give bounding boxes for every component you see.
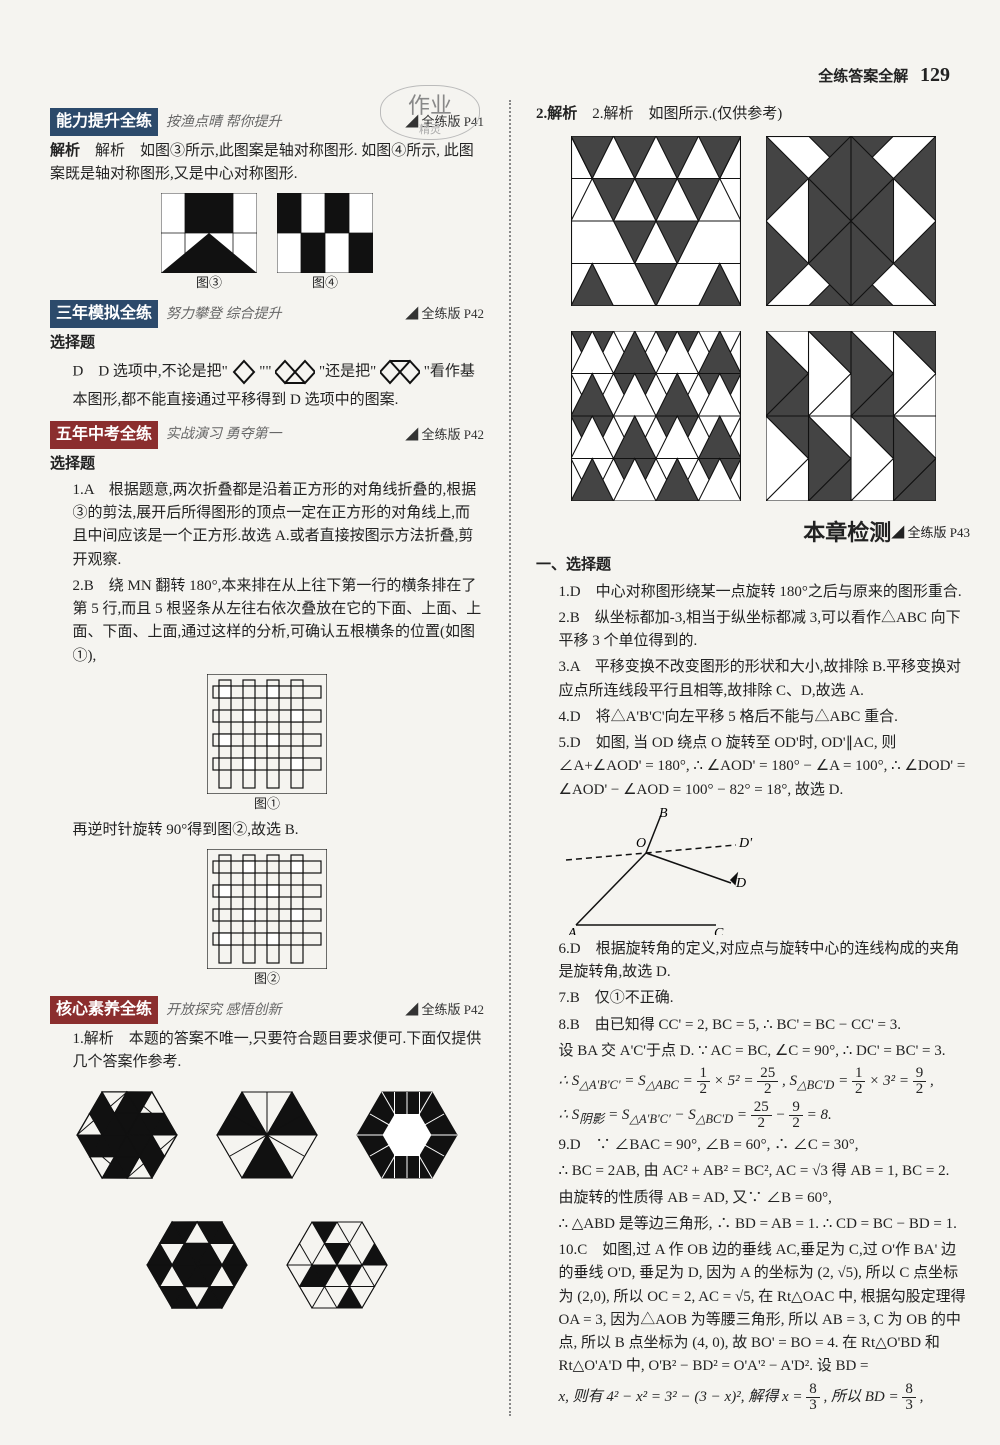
rq8-math1: ∴ S△A'B'C' = S△ABC = 12 × 5² = 252 , S△B… <box>536 1066 970 1097</box>
square-pattern-grid <box>536 136 970 501</box>
fig2-label: 图② <box>207 969 327 989</box>
dq-pre: D D 选项中,不论是把" <box>73 364 228 380</box>
header-label: 全练答案全解 <box>818 69 908 85</box>
rhombus-icon <box>232 358 256 386</box>
section-sub: 实战演习 勇夺第一 <box>166 424 405 445</box>
chapter-ref: ◢ 全练版 P43 <box>891 523 970 543</box>
column-divider <box>509 100 511 1416</box>
pattern-3 <box>571 331 741 501</box>
double-rhombus-icon <box>275 358 315 386</box>
section-sub: 努力攀登 综合提升 <box>166 304 405 325</box>
rq5: 5.D 如图, 当 OD 绕点 O 旋转至 OD'时, OD'∥AC, 则∠A+… <box>536 732 970 802</box>
figure-4: 图④ <box>277 193 373 293</box>
figure-1-row: 图① <box>50 674 484 814</box>
pattern-1 <box>571 136 741 306</box>
hex-1 <box>72 1085 182 1185</box>
label-D: D <box>735 876 746 891</box>
rq10: 10.C 如图,过 A 作 OB 边的垂线 AC,垂足为 C,过 O'作 BA'… <box>536 1239 970 1379</box>
watermark-sub: 精灵 <box>381 122 479 139</box>
chapter-title: 本章检测 ◢ 全练版 P43 <box>536 516 970 549</box>
figure-3: 图③ <box>161 193 257 293</box>
section-sub: 按渔点晴 帮你提升 <box>166 112 405 133</box>
analysis-1-text: 解析 如图③所示,此图案是轴对称图形. 如图④所示, 此图案既是轴对称图形,又是… <box>50 143 474 182</box>
q1a: 1.A 根据题意,两次折叠都是沿着正方形的对角线折叠的,根据③的剪法,展开后所得… <box>50 479 484 572</box>
analysis-1: 解析 解析 如图③所示,此图案是轴对称图形. 如图④所示, 此图案既是轴对称图形… <box>50 140 484 187</box>
option-d-line2: 本图形,都不能直接通过平移得到 D 选项中的图案. <box>50 389 484 412</box>
right-column: 2.解析 2.解析 如图所示.(仅供参考) <box>536 100 970 1416</box>
pattern-4 <box>766 331 936 501</box>
rq8a: 8.B 由已知得 CC' = 2, BC = 5, ∴ BC' = BC − C… <box>536 1014 970 1037</box>
hex-2 <box>212 1085 322 1185</box>
r2-text: 2.解析 如图所示.(仅供参考) <box>592 106 782 122</box>
rq9a: 9.D ∵ ∠BAC = 90°, ∠B = 60°, ∴ ∠C = 30°, <box>536 1134 970 1157</box>
pattern-2 <box>766 136 936 306</box>
rq6: 6.D 根据旋转角的定义,对应点与旋转中心的连线构成的夹角是旋转角,故选 D. <box>536 938 970 985</box>
figure-row-34: 图③ 图④ <box>50 193 484 293</box>
hex-intro: 1.解析 本题的答案不唯一,只要符合题目要求便可.下面仅提供几个答案作参考. <box>50 1028 484 1075</box>
rq7: 7.B 仅①不正确. <box>536 987 970 1010</box>
figure-2: 图② <box>207 849 327 989</box>
rq8b: 设 BA 交 A'C'于点 D. ∵ AC = BC, ∠C = 90°, ∴ … <box>536 1040 970 1063</box>
fig3-label: 图③ <box>161 273 257 293</box>
hex-examples <box>50 1085 484 1315</box>
angle-diagram: B D' O D A C <box>536 805 970 935</box>
section-sub: 开放探究 感悟创新 <box>166 1000 405 1021</box>
fig1-label: 图① <box>207 794 327 814</box>
section-ref: 全练版 P42 <box>405 304 484 324</box>
page-number: 129 <box>920 64 950 86</box>
label-Dprime: D' <box>738 836 753 851</box>
q2b: 2.B 绕 MN 翻转 180°,本来排在从上往下第一行的横条排在了第 5 行,… <box>50 575 484 668</box>
left-column: 能力提升全练 按渔点晴 帮你提升 全练版 P41 解析 解析 如图③所示,此图案… <box>50 100 484 1416</box>
section-tag: 能力提升全练 <box>50 108 158 136</box>
label-C: C <box>714 926 724 935</box>
hex-4 <box>142 1215 252 1315</box>
section-tag: 五年中考全练 <box>50 421 158 449</box>
figure-2-row: 图② <box>50 849 484 989</box>
watermark-stamp: 作业 精灵 <box>380 85 480 140</box>
rq9b: ∴ BC = 2AB, 由 AC² + AB² = BC², AC = √3 得… <box>536 1160 970 1183</box>
section-bar-core: 核心素养全练 开放探究 感悟创新 全练版 P42 <box>50 996 484 1024</box>
figure-1: 图① <box>207 674 327 814</box>
page-header: 全练答案全解 129 <box>818 60 950 90</box>
q2b-cont: 再逆时针旋转 90°得到图②,故选 B. <box>50 819 484 842</box>
rq1: 1.D 中心对称图形绕某一点旋转 180°之后与原来的图形重合. <box>536 581 970 604</box>
section-ref: 全练版 P42 <box>405 425 484 445</box>
rq10-math: x, 则有 4² − x² = 3² − (3 − x)², 解得 x = 83… <box>536 1382 970 1413</box>
section-tag: 三年模拟全练 <box>50 300 158 328</box>
label-B: B <box>659 806 668 821</box>
rq2: 2.B 纵坐标都加-3,相当于纵坐标都减 3,可以看作△ABC 向下平移 3 个… <box>536 607 970 654</box>
double-rhombus-icon-2 <box>380 358 420 386</box>
fig4-label: 图④ <box>277 273 373 293</box>
chapter-ref-text: 全练版 P43 <box>908 525 970 540</box>
dq-post: "看作基 <box>424 364 475 380</box>
section-ref: 全练版 P42 <box>405 1000 484 1020</box>
section-bar-5year: 五年中考全练 实战演习 勇夺第一 全练版 P42 <box>50 421 484 449</box>
hex-3 <box>352 1085 462 1185</box>
section-bar-3year: 三年模拟全练 努力攀登 综合提升 全练版 P42 <box>50 300 484 328</box>
hex-5 <box>282 1215 392 1315</box>
rq8-math2: ∴ S阴影 = S△A'B'C' − S△BC'D = 252 − 92 = 8… <box>536 1100 970 1131</box>
rq4: 4.D 将△A'B'C'向左平移 5 格后不能与△ABC 重合. <box>536 706 970 729</box>
dq-mid: "" <box>259 364 271 380</box>
watermark-main: 作业 <box>408 93 452 118</box>
r2-analysis: 2.解析 2.解析 如图所示.(仅供参考) <box>536 103 970 126</box>
rq9d: ∴ △ABD 是等边三角形, ∴ BD = AB = 1. ∴ CD = BC … <box>536 1213 970 1236</box>
section-tag: 核心素养全练 <box>50 996 158 1024</box>
rq9c: 由旋转的性质得 AB = AD, 又∵ ∠B = 60°, <box>536 1187 970 1210</box>
chapter-label: 本章检测 <box>803 516 891 549</box>
label-O: O <box>636 836 646 851</box>
option-d-line1: D D 选项中,不论是把" "" "还是把" "看作基 <box>50 358 484 386</box>
label-A: A <box>567 926 577 935</box>
heading-yi-choice: 一、选择题 <box>536 554 970 577</box>
heading-choice: 选择题 <box>50 332 484 355</box>
dq-mid2: "还是把" <box>319 364 376 380</box>
rq3: 3.A 平移变换不改变图形的形状和大小,故排除 B.平移变换对应点所连线段平行且… <box>536 656 970 703</box>
heading-choice-2: 选择题 <box>50 453 484 476</box>
